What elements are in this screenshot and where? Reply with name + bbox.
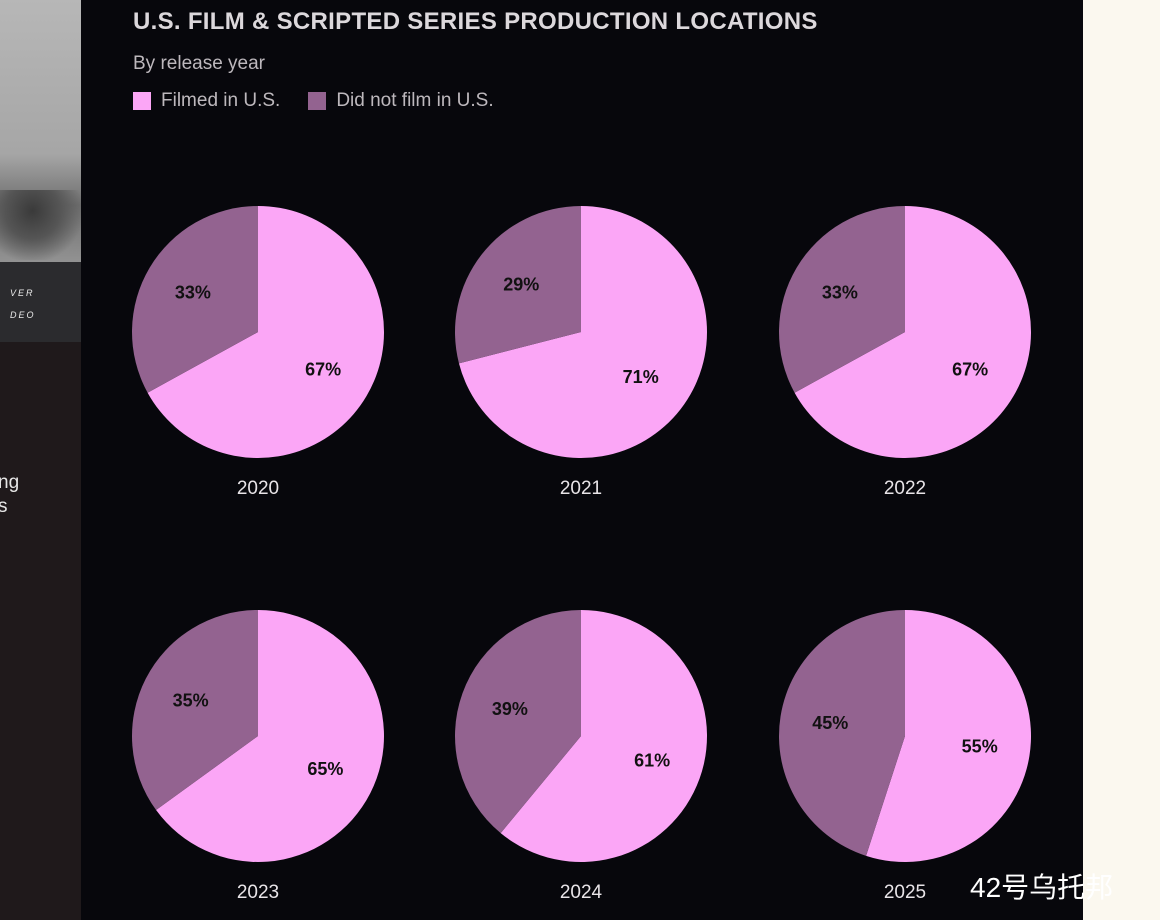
year-label-2020: 2020 [237, 478, 279, 499]
pie-slice-2025-did-not-film-in-us [779, 610, 905, 856]
legend-label-filmed-in-us: Filmed in U.S. [161, 90, 281, 111]
pie-slice-2024-did-not-film-in-us [455, 610, 581, 834]
pie-slice-2021-filmed-in-us [458, 205, 708, 458]
slice-label-2022-did-not-film-in-us: 33% [822, 282, 858, 302]
pie-slice-2024-filmed-in-us [500, 610, 708, 863]
left-side-strip: VER DEO ng s [0, 0, 81, 920]
pie-2021: 71% 29% 2021 [455, 205, 708, 499]
chart-panel: U.S. FILM & SCRIPTED SERIES PRODUCTION L… [81, 0, 1083, 920]
pie-slice-2022-did-not-film-in-us [779, 206, 905, 393]
year-label-2022: 2022 [884, 478, 926, 499]
legend-item-did-not-film-in-us: Did not film in U.S. [308, 90, 494, 112]
legend-swatch-did-not-film-in-us [308, 92, 327, 110]
slice-label-2025-filmed-in-us: 55% [962, 737, 998, 757]
pie-2024: 61% 39% 2024 [455, 610, 708, 903]
slice-label-2023-did-not-film-in-us: 35% [173, 690, 209, 710]
side-caption-line-1: ng [0, 472, 20, 493]
year-label-2023: 2023 [237, 882, 279, 903]
pie-slice-2021-did-not-film-in-us [455, 206, 581, 364]
background-photo: VER DEO [0, 0, 81, 342]
chart-legend: Filmed in U.S. Did not film in U.S. [133, 90, 522, 112]
chart-title: U.S. FILM & SCRIPTED SERIES PRODUCTION L… [133, 8, 818, 35]
pie-slice-2023-filmed-in-us [156, 610, 384, 862]
photo-text-line-1: VER [10, 288, 35, 298]
chart-subtitle: By release year [133, 53, 266, 74]
pie-slice-2022-filmed-in-us [794, 206, 1032, 459]
pie-slice-2020-did-not-film-in-us [132, 206, 258, 393]
pie-slice-2025-filmed-in-us [866, 610, 1032, 862]
side-caption-line-2: s [0, 496, 8, 517]
pie-2022: 67% 33% 2022 [779, 206, 1032, 499]
slice-label-2023-filmed-in-us: 65% [307, 759, 343, 779]
slice-label-2020-filmed-in-us: 67% [305, 359, 341, 379]
slice-label-2024-filmed-in-us: 61% [634, 750, 670, 770]
pie-2020: 67% 33% 2020 [132, 206, 385, 499]
slice-label-2025-did-not-film-in-us: 45% [812, 713, 848, 733]
photo-text-line-2: DEO [10, 310, 36, 320]
pie-slice-2020-filmed-in-us [147, 206, 385, 458]
year-label-2025: 2025 [884, 882, 926, 903]
slice-label-2021-filmed-in-us: 71% [623, 367, 659, 387]
legend-swatch-filmed-in-us [133, 92, 151, 110]
pie-charts: 67% 33% 2020 71% 29% 2021 67% 33% 2022 65% 35% 2023… [131, 205, 1032, 903]
pie-slice-2023-did-not-film-in-us [131, 610, 258, 811]
slice-label-2024-did-not-film-in-us: 39% [492, 699, 528, 719]
year-label-2024: 2024 [560, 882, 603, 903]
year-label-2021: 2021 [560, 478, 602, 499]
pie-2025: 55% 45% 2025 [779, 610, 1032, 903]
slice-label-2022-filmed-in-us: 67% [952, 359, 988, 379]
slice-label-2020-did-not-film-in-us: 33% [175, 282, 211, 302]
legend-label-did-not-film-in-us: Did not film in U.S. [336, 90, 494, 111]
watermark-text: 42号乌托邦 [970, 872, 1114, 903]
slice-label-2021-did-not-film-in-us: 29% [503, 274, 539, 294]
legend-item-filmed-in-us: Filmed in U.S. [133, 90, 280, 112]
pie-2023: 65% 35% 2023 [131, 610, 384, 903]
right-side-strip [1083, 0, 1160, 920]
